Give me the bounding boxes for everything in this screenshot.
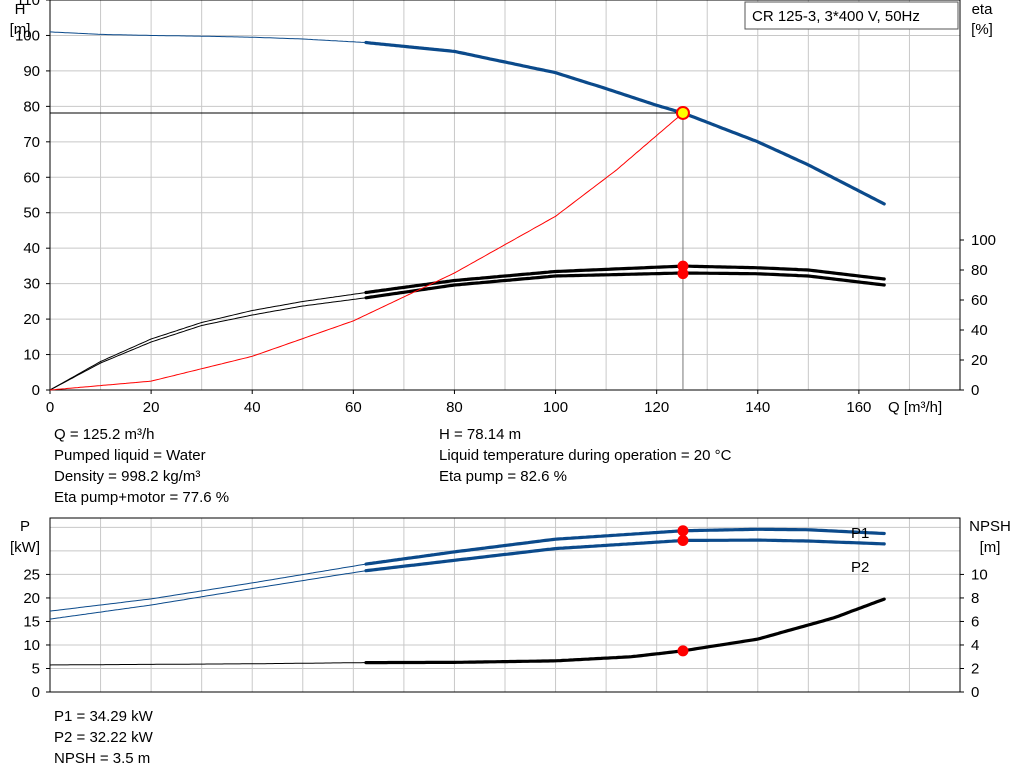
info-eta-total: Eta pump+motor = 77.6 % (54, 489, 230, 506)
npsh-axis-label: NPSH (969, 518, 1011, 535)
y2-tick-label: 20 (971, 352, 988, 369)
npsh-tick-label: 0 (971, 684, 979, 701)
p-tick-label: 10 (23, 637, 40, 654)
y-tick-label: 20 (23, 311, 40, 328)
p1-series-label: P1 (851, 525, 869, 542)
p-tick-label: 25 (23, 566, 40, 583)
p-tick-label: 0 (32, 684, 40, 701)
y2-tick-label: 40 (971, 322, 988, 339)
bottom-series-1-line (364, 538, 886, 573)
y-tick-label: 0 (32, 382, 40, 399)
x-tick-label: 120 (644, 399, 669, 416)
y-tick-label: 60 (23, 169, 40, 186)
npsh-tick-label: 8 (971, 590, 979, 607)
info-top-right: H = 78.14 m Liquid temperature during op… (439, 424, 731, 487)
y-tick-label: 100 (15, 27, 40, 44)
top-series-1-line (364, 271, 886, 300)
bottom-series-0-line (364, 527, 886, 566)
p-tick-label: 15 (23, 613, 40, 630)
top-series-3-thin (49, 112, 684, 391)
info-density: Density = 998.2 kg/m³ (54, 468, 201, 485)
eta-total-marker (677, 268, 689, 280)
p-tick-label: 20 (23, 590, 40, 607)
p-tick-label: 5 (32, 660, 40, 677)
x-tick-label: 40 (244, 399, 261, 416)
plot-frame-bottom (49, 517, 961, 693)
y2-tick-label: 80 (971, 262, 988, 279)
y-tick-label: 10 (23, 347, 40, 364)
npsh-tick-label: 2 (971, 660, 979, 677)
top-series-2-thin (49, 292, 367, 391)
info-top-left: Q = 125.2 m³/h Pumped liquid = Water Den… (54, 424, 229, 508)
title-box (744, 1, 959, 30)
info-npsh: NPSH = 3.5 m (54, 750, 151, 767)
chart-title: CR 125-3, 3*400 V, 50Hz (752, 8, 920, 25)
plot-frame-top (49, 0, 961, 391)
npsh-tick-label: 10 (971, 566, 988, 583)
bottom-series-2-thin (49, 662, 366, 666)
y-tick-label: 40 (23, 240, 40, 257)
top-series-0-line (364, 40, 886, 206)
info-temperature: Liquid temperature during operation = 20… (439, 447, 732, 464)
y-tick-label: 110 (16, 0, 40, 9)
info-eta-pump: Eta pump = 82.6 % (439, 468, 567, 485)
x-tick-label: 100 (543, 399, 568, 416)
p-axis-label: P (20, 518, 30, 535)
p-axis-unit: [kW] (10, 539, 40, 556)
y2-tick-label: 0 (971, 382, 979, 399)
x-tick-label: 160 (846, 399, 871, 416)
x-tick-label: 140 (745, 399, 770, 416)
info-head: H = 78.14 m (439, 426, 522, 443)
y-axis-unit: [m] (10, 21, 31, 38)
y-tick-label: 50 (23, 205, 40, 222)
p2-series-label: P2 (851, 559, 869, 576)
y-tick-label: 70 (23, 134, 40, 151)
npsh-tick-label: 4 (971, 637, 979, 654)
p1-marker (677, 525, 689, 537)
bottom-series-0-thin (49, 563, 367, 612)
y2-axis-label: eta (972, 1, 994, 18)
x-tick-label: 60 (345, 399, 362, 416)
x-tick-label: 0 (46, 399, 54, 416)
info-p1: P1 = 34.29 kW (54, 708, 153, 725)
x-axis-label: Q [m³/h] (888, 399, 942, 416)
bottom-series-1-thin (49, 570, 367, 620)
info-p2: P2 = 32.22 kW (54, 729, 153, 746)
npsh-axis-unit: [m] (980, 539, 1001, 556)
top-series-0-thin (49, 31, 367, 43)
info-bottom: P1 = 34.29 kW P2 = 32.22 kW NPSH = 3.5 m (54, 706, 153, 769)
y-tick-label: 90 (23, 63, 40, 80)
top-series-1-thin (49, 297, 367, 391)
top-series-2-line (364, 264, 886, 295)
x-tick-label: 20 (143, 399, 160, 416)
x-tick-label: 80 (446, 399, 463, 416)
y2-tick-label: 100 (971, 232, 996, 249)
npsh-marker (677, 645, 689, 657)
p2-marker (677, 534, 689, 546)
info-liquid: Pumped liquid = Water (54, 447, 206, 464)
y2-tick-label: 60 (971, 292, 988, 309)
y-tick-label: 80 (23, 98, 40, 115)
info-flow: Q = 125.2 m³/h (54, 426, 155, 443)
y2-axis-unit: [%] (971, 21, 993, 38)
npsh-tick-label: 6 (971, 613, 979, 630)
bottom-series-2-line (364, 597, 886, 665)
y-tick-label: 30 (23, 276, 40, 293)
duty-point-marker (675, 105, 690, 120)
y-axis-label: H (15, 1, 26, 18)
